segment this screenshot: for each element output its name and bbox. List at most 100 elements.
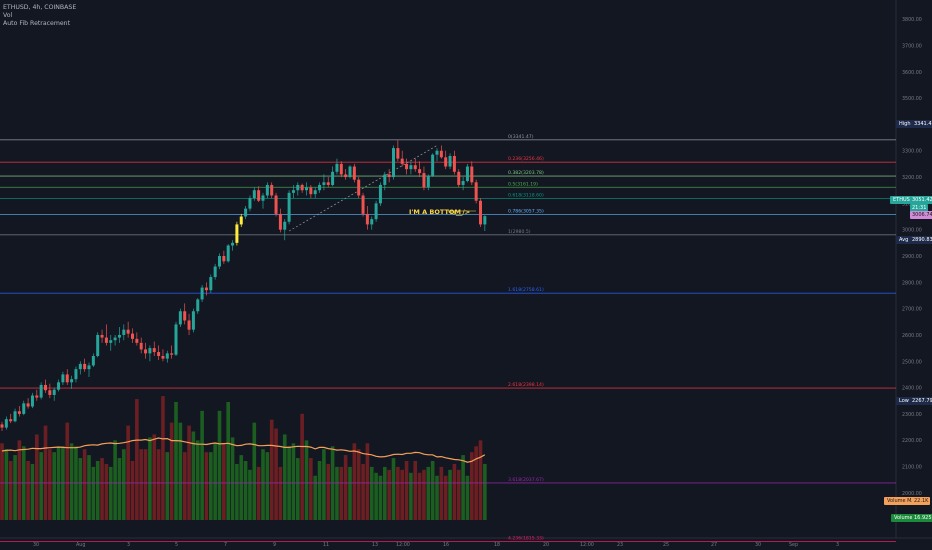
- price-axis-label: 3600.00: [902, 70, 922, 76]
- price-axis-label: 2400.00: [902, 386, 922, 392]
- volume-bar: [39, 452, 43, 520]
- candle-body: [126, 329, 130, 334]
- chart-annotation: I'M A BOTTOM</__/>: [409, 208, 476, 216]
- time-axis-label: 3: [836, 542, 839, 548]
- price-axis-label: 2500.00: [902, 359, 922, 365]
- auto-fib-retracement: 0(3341.47) 0.236(3256.46) 0.382(3203.78) 0.…: [0, 134, 896, 542]
- candle-body: [474, 182, 478, 201]
- volume-bar: [278, 466, 283, 520]
- volume-bar: [296, 458, 300, 520]
- candle-body: [261, 195, 265, 201]
- volume-bar: [156, 449, 161, 520]
- candle-body: [30, 395, 34, 407]
- volume-bar: [470, 452, 474, 520]
- volume-bar: [282, 434, 287, 520]
- volume-bar: [378, 475, 383, 520]
- price-axis-label: 2100.00: [902, 465, 922, 471]
- volume-bar: [165, 452, 170, 520]
- volume-bar: [139, 449, 143, 520]
- symbol-title[interactable]: ETHUSD, 4h, COINBASE: [3, 4, 77, 11]
- candle-body: [370, 219, 374, 225]
- volume-bar: [309, 458, 313, 520]
- candle-body: [426, 175, 430, 188]
- candle-body: [361, 195, 365, 214]
- volume-bar: [396, 466, 400, 520]
- volume-bar: [369, 466, 374, 520]
- candle-body: [183, 311, 187, 321]
- candle-body: [331, 171, 335, 185]
- volume-bar: [222, 443, 226, 520]
- volume-bar: [152, 434, 157, 520]
- indicator-vol-label[interactable]: Vol: [3, 12, 13, 19]
- candle-body: [74, 369, 78, 380]
- candle-body: [418, 169, 422, 174]
- price-axis-label: 3700.00: [902, 43, 922, 49]
- high-label: High: [899, 121, 911, 127]
- volume-bar: [326, 463, 331, 520]
- volume-bar: [413, 461, 418, 520]
- volume-bar: [365, 443, 370, 520]
- candle-body: [387, 174, 391, 178]
- volume-bar: [195, 440, 200, 520]
- candlestick-series: [0, 140, 487, 431]
- candle-body: [365, 213, 369, 225]
- bar-countdown: 21:31: [910, 204, 929, 212]
- candle-body: [305, 187, 308, 191]
- candle-body: [144, 349, 148, 354]
- candle-body: [422, 173, 426, 188]
- candle-body: [452, 156, 456, 172]
- time-axis-label: 5: [175, 542, 178, 548]
- candle-body: [413, 165, 417, 170]
- fib-level-label: 0.382(3203.78): [508, 170, 544, 176]
- volume-bar: [352, 443, 357, 520]
- volume-bar: [100, 458, 104, 520]
- candle-body: [122, 329, 126, 335]
- volume-bar: [8, 461, 13, 520]
- volume-ma-line: [1, 437, 486, 463]
- volume-bar: [291, 443, 296, 520]
- candle-body: [231, 242, 235, 246]
- volume-bar: [213, 443, 217, 520]
- price-axis-label: 3200.00: [902, 175, 922, 181]
- volume-bar: [400, 469, 404, 520]
- price-axis-label: 3800.00: [902, 17, 922, 23]
- candle-body: [13, 411, 17, 422]
- volume-bar: [52, 452, 56, 520]
- volume-bar: [235, 463, 239, 520]
- candle-body: [322, 182, 326, 185]
- candle-body: [287, 192, 291, 222]
- time-axis-label: 16: [443, 542, 449, 548]
- indicator-fib-label[interactable]: Auto Fib Retracement: [3, 20, 71, 27]
- candle-body: [291, 190, 295, 193]
- candle-body: [461, 181, 465, 185]
- candle-body: [65, 374, 69, 383]
- volume-bar: [383, 466, 387, 520]
- candle-body: [104, 337, 108, 343]
- candle-body: [44, 384, 47, 391]
- volume-bar: [435, 475, 439, 520]
- volume-bar: [122, 449, 126, 520]
- candle-body: [78, 363, 82, 370]
- candle-body: [479, 200, 482, 225]
- candle-body: [191, 311, 195, 330]
- fib-level-label: 0.5(3161.19): [508, 181, 538, 187]
- price-axis-label: 2000.00: [902, 491, 922, 497]
- candle-body: [470, 166, 474, 183]
- time-axis-label: 9: [273, 542, 276, 548]
- volume-label: Volume: [891, 514, 916, 522]
- candle-body: [109, 340, 113, 343]
- candle-body: [26, 403, 30, 407]
- candle-body: [235, 224, 239, 243]
- candle-body: [278, 213, 282, 230]
- time-axis-label: 30: [33, 542, 39, 548]
- candle-body: [139, 342, 143, 350]
- candle-body: [313, 190, 317, 195]
- volume-bar: [148, 437, 152, 520]
- price-axis-label: 2900.00: [902, 254, 922, 260]
- volume-bar: [65, 422, 70, 520]
- volume-bar: [456, 469, 461, 520]
- low-label: Low: [896, 397, 912, 405]
- price-axis-label: 2600.00: [902, 333, 922, 339]
- time-axis-label: 30: [755, 542, 761, 548]
